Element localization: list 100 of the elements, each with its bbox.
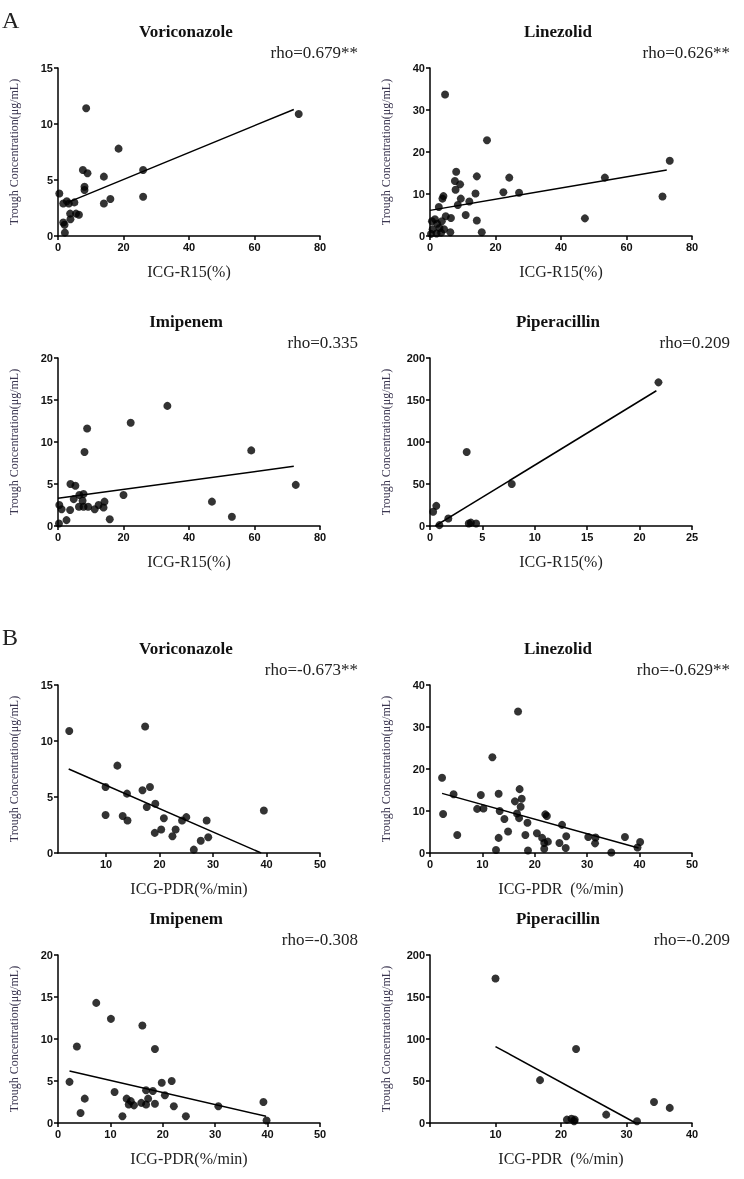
- y-tick-label: 10: [40, 118, 53, 130]
- y-tick-label: 5: [46, 174, 53, 186]
- y-tick-label: 0: [46, 1117, 53, 1129]
- x-tick-label: 80: [685, 240, 699, 253]
- y-tick-label: 0: [46, 520, 53, 532]
- x-tick-label: 10: [489, 1127, 502, 1140]
- y-tick-label: 200: [406, 949, 425, 961]
- x-axis-title: ICG-R15(%): [519, 262, 603, 281]
- x-tick-label: 20: [153, 857, 166, 870]
- y-axis-title: Trough Concentration(μg/mL): [7, 965, 21, 1113]
- x-tick-label: 20: [633, 530, 646, 543]
- x-tick-label: 0: [426, 857, 434, 870]
- x-tick-label: 20: [489, 240, 502, 253]
- x-tick-label: 0: [54, 240, 62, 253]
- y-axis-title: Trough Concentration(μg/mL): [7, 78, 21, 226]
- y-tick-label: 10: [412, 805, 425, 817]
- x-axis-title: ICG-R15(%): [519, 552, 603, 571]
- x-tick-label: 10: [100, 857, 113, 870]
- x-tick-label: 50: [313, 857, 327, 870]
- chart-title: Imipenem: [149, 909, 223, 928]
- x-tick-label: 40: [182, 530, 196, 543]
- y-axis-title: Trough Concentration(μg/mL): [7, 695, 21, 843]
- x-axis-title: ICG-PDR(%/min): [130, 1149, 248, 1168]
- y-tick-label: 5: [46, 478, 53, 490]
- y-axis-title: Trough Concentration(μg/mL): [379, 965, 393, 1113]
- x-tick-label: 30: [581, 857, 594, 870]
- chart-title: Voriconazole: [139, 639, 234, 658]
- x-axis-title: ICG-PDR (%/min): [498, 1149, 624, 1168]
- chart-title: Piperacillin: [515, 909, 601, 928]
- x-tick-label: 80: [313, 240, 327, 253]
- x-tick-label: 20: [117, 530, 130, 543]
- x-tick-label: 40: [554, 240, 568, 253]
- x-tick-label: 60: [620, 240, 633, 253]
- y-tick-label: 30: [412, 721, 425, 733]
- y-tick-label: 150: [406, 394, 425, 406]
- chart-title: Imipenem: [149, 312, 223, 331]
- chart-title: Voriconazole: [139, 22, 234, 41]
- x-tick-label: 40: [260, 857, 273, 870]
- y-tick-label: 40: [412, 62, 425, 74]
- y-tick-label: 0: [46, 847, 53, 859]
- x-tick-label: 5: [479, 530, 486, 543]
- y-tick-label: 10: [412, 188, 425, 200]
- y-tick-label: 5: [46, 1075, 53, 1087]
- y-tick-label: 10: [40, 735, 53, 747]
- chart-title: Linezolid: [523, 639, 593, 658]
- x-tick-label: 0: [54, 1127, 62, 1140]
- x-axis-title: ICG-R15(%): [147, 552, 231, 571]
- x-tick-label: 20: [528, 857, 541, 870]
- y-tick-label: 5: [46, 791, 53, 803]
- y-tick-label: 0: [46, 230, 53, 242]
- y-tick-label: 20: [412, 763, 425, 775]
- x-tick-label: 15: [581, 530, 594, 543]
- y-tick-label: 15: [40, 394, 53, 406]
- y-axis-title: Trough Concentration(μg/mL): [379, 368, 393, 516]
- y-tick-label: 100: [406, 1033, 425, 1045]
- y-tick-label: 20: [412, 146, 425, 158]
- y-tick-label: 10: [40, 1033, 53, 1045]
- x-tick-label: 10: [476, 857, 489, 870]
- y-tick-label: 40: [412, 679, 425, 691]
- x-axis-title: ICG-R15(%): [147, 262, 231, 281]
- x-tick-label: 20: [117, 240, 130, 253]
- x-axis-title: ICG-PDR (%/min): [498, 879, 624, 898]
- y-axis-title: Trough Concentration(μg/mL): [379, 78, 393, 226]
- y-tick-label: 50: [412, 478, 425, 490]
- x-tick-label: 60: [248, 240, 261, 253]
- x-tick-label: 10: [104, 1127, 117, 1140]
- text: rho=0.679**: [270, 43, 358, 62]
- x-tick-label: 25: [685, 530, 699, 543]
- text: rho=-0.629**: [636, 660, 731, 679]
- x-tick-label: 50: [685, 857, 699, 870]
- y-tick-label: 150: [406, 991, 425, 1003]
- y-tick-label: 50: [412, 1075, 425, 1087]
- x-tick-label: 40: [182, 240, 196, 253]
- x-tick-label: 0: [54, 530, 62, 543]
- text: rho=-0.209: [653, 930, 731, 949]
- y-axis-title: Trough Concentration(μg/mL): [7, 368, 21, 516]
- y-tick-label: 0: [418, 230, 425, 242]
- y-tick-label: 20: [40, 352, 53, 364]
- y-axis-title: Trough Concentration(μg/mL): [379, 695, 393, 843]
- y-tick-label: 15: [40, 62, 53, 74]
- x-tick-label: 40: [633, 857, 646, 870]
- chart-title: Linezolid: [523, 22, 593, 41]
- x-tick-label: 30: [209, 1127, 222, 1140]
- x-tick-label: 10: [528, 530, 541, 543]
- x-tick-label: 30: [206, 857, 220, 870]
- x-tick-label: 20: [156, 1127, 169, 1140]
- x-tick-label: 0: [426, 530, 434, 543]
- y-tick-label: 15: [40, 679, 53, 691]
- text: rho=0.335: [287, 333, 358, 352]
- y-tick-label: 20: [40, 949, 53, 961]
- y-tick-label: 0: [418, 1117, 425, 1129]
- x-tick-label: 60: [248, 530, 261, 543]
- x-tick-label: 80: [313, 530, 327, 543]
- x-tick-label: 0: [426, 240, 434, 253]
- y-tick-label: 200: [406, 352, 425, 364]
- text: rho=0.209: [659, 333, 730, 352]
- x-axis-title: ICG-PDR(%/min): [130, 879, 248, 898]
- y-tick-label: 30: [412, 104, 425, 116]
- text: A: [2, 7, 20, 33]
- text: rho=0.626**: [642, 43, 730, 62]
